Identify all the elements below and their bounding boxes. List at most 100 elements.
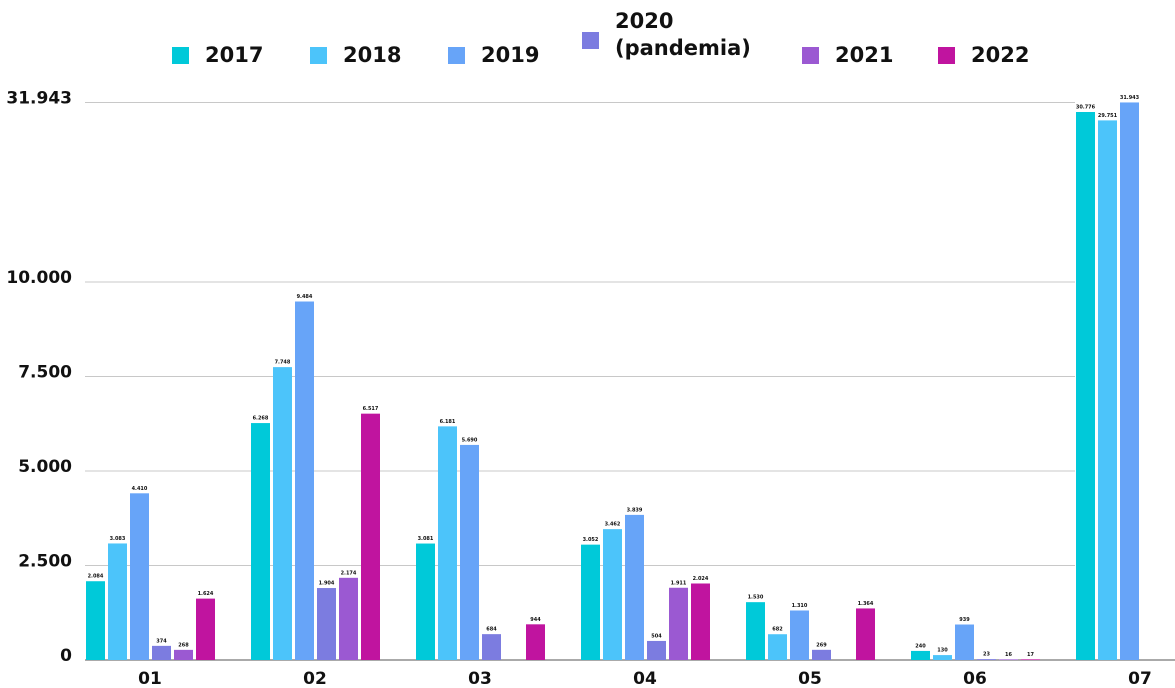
legend-label: 2019 (481, 43, 540, 67)
y-tick-label: 0 (60, 646, 72, 666)
bar (339, 577, 358, 660)
y-tick-label: 7.500 (18, 363, 72, 383)
bar (768, 634, 787, 660)
bar (482, 634, 501, 660)
x-tick-label: 02 (303, 669, 327, 688)
x-tick-label: 07 (1128, 669, 1152, 688)
bar (1076, 111, 1095, 661)
legend-swatch (582, 32, 599, 49)
x-tick-label: 04 (633, 669, 657, 688)
bar (361, 413, 380, 660)
bar (647, 640, 666, 660)
value-label: 939 (959, 617, 970, 623)
bar (581, 544, 600, 660)
value-label: 1.911 (671, 580, 687, 586)
bar (625, 514, 644, 660)
legend-item: 2020 (pandemia) (582, 8, 755, 62)
bar (933, 655, 952, 660)
value-label: 3.081 (418, 536, 434, 542)
x-tick-label: 01 (138, 669, 162, 688)
legend-label: 2017 (205, 43, 264, 67)
value-label: 1.310 (792, 603, 808, 609)
bar (955, 624, 974, 660)
bar (251, 423, 270, 660)
value-label: 3.462 (605, 522, 621, 528)
value-label: 682 (772, 627, 783, 633)
legend-swatch (938, 47, 955, 64)
bar (669, 587, 688, 660)
value-label: 30.776 (1076, 104, 1096, 110)
bar (1021, 659, 1040, 660)
value-label: 2.024 (693, 576, 709, 582)
bar (1120, 102, 1139, 660)
bar (1098, 120, 1117, 661)
value-label: 268 (178, 642, 189, 648)
legend-item: 2019 (448, 42, 539, 69)
bar (108, 543, 127, 660)
legend-label: 2020 (pandemia) (615, 9, 751, 60)
bar (790, 610, 809, 660)
value-label: 6.181 (440, 419, 456, 425)
value-label: 3.083 (110, 536, 126, 542)
legend-swatch (310, 47, 327, 64)
value-label: 1.530 (748, 595, 764, 601)
y-tick-label: 5.000 (18, 457, 72, 477)
bar (812, 649, 831, 660)
value-label: 16 (1005, 652, 1012, 658)
value-label: 29.751 (1098, 113, 1118, 119)
legend-swatch (448, 47, 465, 64)
bar (438, 426, 457, 660)
value-label: 1.364 (858, 601, 874, 607)
value-label: 6.268 (253, 416, 269, 422)
value-label: 5.690 (462, 437, 478, 443)
bar (416, 543, 435, 660)
value-label: 944 (530, 617, 541, 623)
value-label: 4.410 (132, 486, 148, 492)
value-label: 17 (1027, 652, 1034, 658)
bar (152, 645, 171, 660)
value-label: 2.174 (341, 570, 357, 576)
legend-item: 2022 (938, 42, 1029, 69)
legend-item: 2017 (172, 42, 263, 69)
value-label: 1.904 (319, 581, 335, 587)
bar (86, 581, 105, 660)
legend-label: 2022 (971, 43, 1030, 67)
bar (746, 602, 765, 660)
bar (273, 367, 292, 660)
bar (999, 659, 1018, 660)
y-tick-label: 31.943 (6, 88, 72, 108)
legend-item: 2018 (310, 42, 401, 69)
bar (526, 624, 545, 660)
bar (317, 588, 336, 660)
x-tick-label: 05 (798, 669, 822, 688)
y-tick-label: 2.500 (18, 552, 72, 572)
x-tick-label: 03 (468, 669, 492, 688)
value-label: 1.624 (198, 591, 214, 597)
value-label: 2.084 (88, 574, 104, 580)
value-label: 269 (816, 642, 827, 648)
value-label: 6.517 (363, 406, 379, 412)
bar (911, 650, 930, 660)
value-label: 31.943 (1120, 95, 1140, 101)
value-label: 374 (156, 638, 167, 644)
bar (603, 529, 622, 660)
legend-label: 2021 (835, 43, 894, 67)
bar (196, 598, 215, 660)
bar (856, 608, 875, 660)
value-label: 3.839 (627, 507, 643, 513)
bar (977, 659, 996, 660)
value-label: 23 (983, 652, 990, 658)
value-label: 3.052 (583, 537, 599, 543)
bar (130, 493, 149, 660)
value-label: 7.748 (275, 360, 291, 366)
value-label: 684 (486, 627, 497, 633)
legend-swatch (172, 47, 189, 64)
value-label: 240 (915, 643, 926, 649)
bar (174, 649, 193, 660)
legend-swatch (802, 47, 819, 64)
bar (460, 444, 479, 660)
legend-label: 2018 (343, 43, 402, 67)
value-label: 9.484 (297, 294, 313, 300)
value-label: 504 (651, 633, 662, 639)
